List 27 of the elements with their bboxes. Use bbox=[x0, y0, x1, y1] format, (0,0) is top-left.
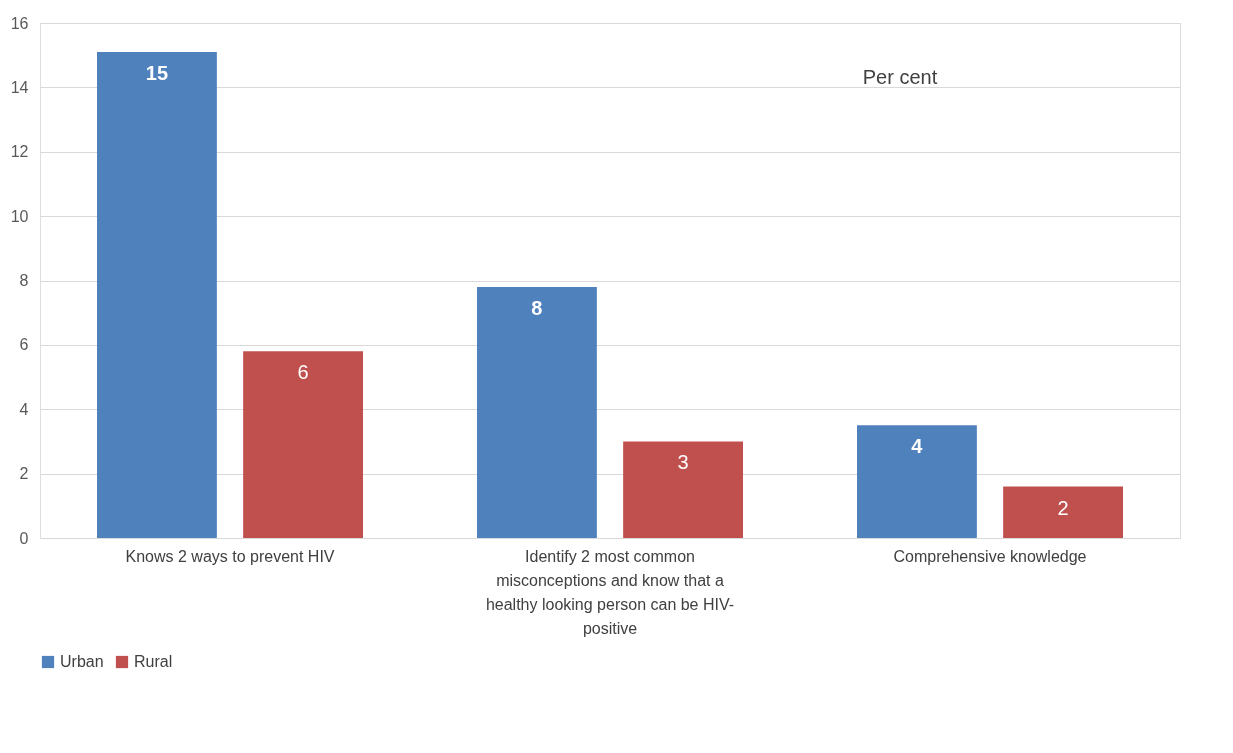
bar bbox=[97, 51, 217, 538]
data-label: 15 bbox=[145, 61, 169, 84]
y-tick-label: 16 bbox=[10, 14, 29, 32]
data-label: 8 bbox=[531, 296, 543, 319]
y-tick-label: 12 bbox=[10, 143, 29, 161]
data-label: 6 bbox=[297, 361, 309, 384]
y-tick-label: 4 bbox=[19, 400, 29, 418]
legend-label: Urban bbox=[60, 653, 104, 670]
legend-label: Rural bbox=[134, 653, 173, 670]
y-tick-label: 10 bbox=[10, 207, 29, 225]
x-tick-label: Identify 2 most common misconceptions and know that a healthy looking person can be HIV-positive bbox=[485, 547, 735, 637]
bar bbox=[477, 286, 597, 538]
y-tick-label: 0 bbox=[19, 529, 29, 547]
bar bbox=[1003, 486, 1123, 538]
y-tick-label: 2 bbox=[19, 465, 29, 483]
x-tick-label: Comprehensive knowledge bbox=[893, 547, 1087, 565]
bar bbox=[243, 351, 363, 538]
x-tick-label: Knows 2 ways to prevent HIV bbox=[125, 547, 335, 565]
bar bbox=[623, 441, 743, 538]
y-tick-label: 6 bbox=[19, 336, 29, 354]
data-label: 4 bbox=[911, 435, 924, 458]
bar bbox=[857, 425, 977, 538]
y-tick-label: 8 bbox=[19, 272, 29, 289]
annotation: Per cent bbox=[862, 66, 938, 88]
data-label: 2 bbox=[1057, 496, 1069, 519]
data-label: 3 bbox=[677, 451, 689, 474]
y-tick-label: 14 bbox=[10, 78, 29, 96]
